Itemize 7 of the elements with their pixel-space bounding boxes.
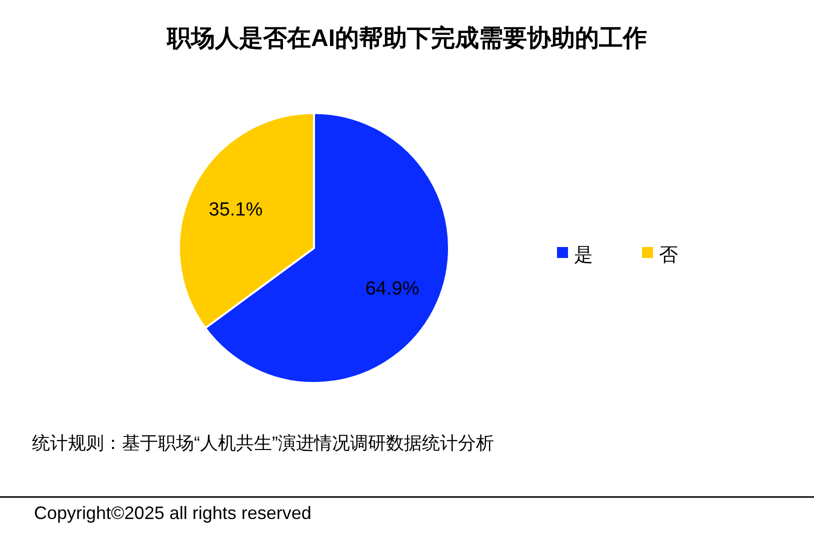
text: Copyright©2025 all rights reserved [34, 503, 312, 523]
chart-title: 职场人是否在AI的帮助下完成需要协助的工作 [166, 24, 647, 52]
legend-label: 是 [574, 245, 593, 266]
data-label: 64.9% [365, 278, 420, 300]
data-label: 35.1% [208, 199, 263, 220]
text: 统计规则：基于职场“人机共生”演进情况调研数据统计分析 [32, 433, 494, 453]
legend-label: 否 [659, 245, 678, 266]
